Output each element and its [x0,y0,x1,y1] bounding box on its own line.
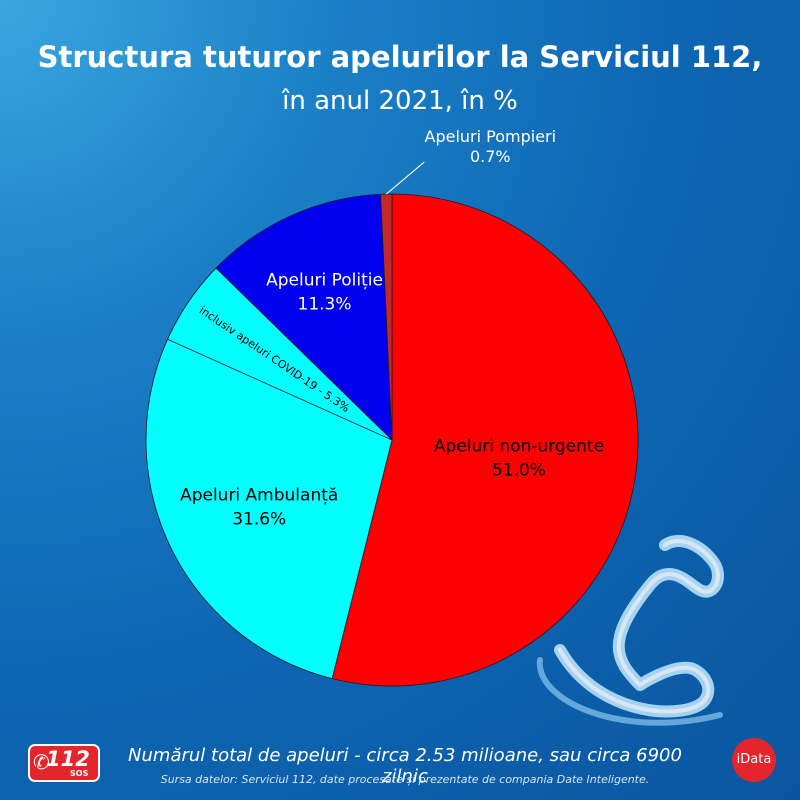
pie-slice-apeluri-non-urgente [331,193,639,687]
phone-handset-icon [536,535,724,726]
slice-value-apeluri-ambulanta: 31.6% [232,509,286,529]
pie-slice-apeluri-politie [215,193,393,441]
logo-112: ✆ 112 SOS [28,744,100,782]
leader-line-apeluri-pompieri [385,161,425,195]
chart-subtitle: în anul 2021, în % [282,86,518,116]
footer-source: Sursa datelor: Serviciul 112, date proce… [160,773,650,786]
slice-label-apeluri-ambulanta: Apeluri Ambulanță [180,485,338,505]
logo-112-number: 112 [46,747,90,771]
slice-value-apeluri-politie: 11.3% [298,295,352,315]
idata-logo: iData [732,738,776,782]
chart-title: Structura tuturor apelurilor la Serviciu… [37,40,763,74]
pie-slice-apeluri-pompieri [380,193,393,441]
slice-label-apeluri-politie: Apeluri Poliție [266,271,383,291]
logo-112-sos: SOS [70,769,89,778]
phone-icon: ✆ [33,752,50,774]
pie-slice-apeluri-ambulanta [145,267,393,680]
slice-value-apeluri-pompieri: 0.7% [470,147,511,166]
footer-total: Numărul total de apeluri - circa 2.53 mi… [128,745,682,787]
covid-subsegment-divider [167,338,393,441]
slice-label-apeluri-non-urgente: Apeluri non-urgente [434,437,604,457]
slice-value-apeluri-non-urgente: 51.0% [492,461,546,481]
slice-label-apeluri-pompieri: Apeluri Pompieri [425,127,557,146]
